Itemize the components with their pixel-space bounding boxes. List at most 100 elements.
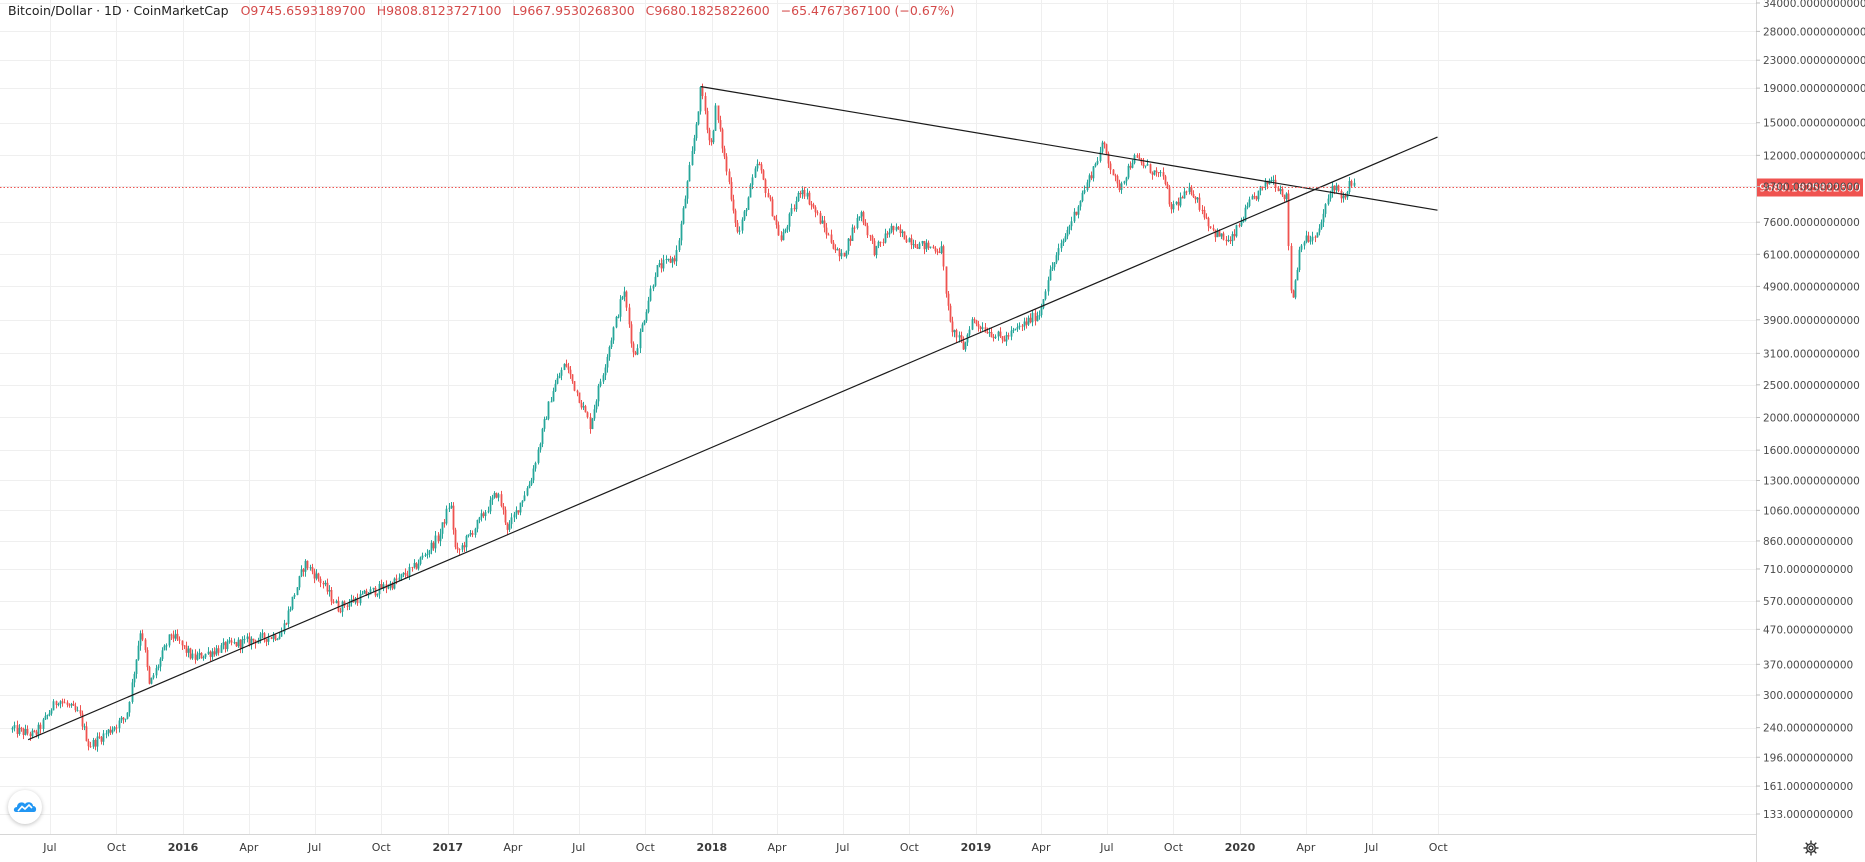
candle-body [706, 110, 709, 130]
price-axis-label: 1600.0000000000 [1763, 445, 1860, 457]
candle-body [971, 319, 974, 330]
candle-body [879, 241, 882, 243]
candle-body [641, 324, 644, 332]
candle [949, 303, 952, 323]
candle [152, 672, 155, 680]
candle-body [204, 653, 207, 658]
candle [691, 146, 694, 166]
candle-body [315, 573, 318, 579]
candle-body [832, 242, 835, 249]
candle [1257, 190, 1260, 202]
candle-body [1188, 187, 1191, 192]
candle-body [656, 265, 659, 277]
candle-body [495, 492, 498, 498]
candle-body [988, 332, 991, 334]
candle [762, 169, 765, 181]
candle [782, 228, 785, 241]
candle-body [1181, 197, 1184, 199]
candle-body [912, 244, 915, 246]
candle-body [380, 584, 383, 589]
candle-body [1090, 175, 1093, 179]
candle-body [1099, 151, 1102, 161]
candle [465, 534, 468, 552]
candle-body [1246, 205, 1249, 208]
candle [283, 619, 286, 635]
candle-body [510, 517, 513, 525]
candle [1014, 328, 1017, 331]
candle-body [1073, 211, 1076, 222]
candle-body [1248, 199, 1251, 206]
candle [639, 328, 642, 353]
trendline-drawings[interactable] [27, 86, 1438, 741]
candle-body [591, 418, 594, 430]
candle [70, 702, 73, 708]
candle-body [886, 233, 889, 235]
tradingview-logo[interactable] [8, 790, 42, 824]
candle [560, 367, 563, 381]
candle-body [1109, 163, 1112, 170]
candle-body [747, 197, 750, 210]
candle-body [434, 535, 437, 549]
candle [178, 636, 181, 644]
candle-body [363, 590, 366, 594]
candle-body [777, 224, 780, 236]
candle [280, 627, 283, 637]
candle-body [404, 572, 407, 576]
candle-body [346, 605, 349, 607]
price-axis[interactable]: 133.0000000000 161.0000000000 196.00000000… [1756, 0, 1865, 821]
candle [298, 575, 301, 591]
candle [1090, 171, 1093, 181]
candle-body [211, 651, 214, 657]
falling-resistance-trendline[interactable] [700, 86, 1438, 211]
candle-body [428, 550, 431, 554]
price-axis-label: 2000.0000000000 [1763, 412, 1860, 424]
candle-body [332, 601, 335, 604]
candle [743, 210, 746, 222]
chart-settings-button[interactable] [1803, 840, 1819, 856]
candle [196, 651, 199, 661]
candle [582, 401, 585, 411]
candle-body [181, 640, 184, 646]
time-axis[interactable]: Jul Oct 2016 Apr Jul Oct 2017 Apr Jul Oct 2018 Apr J… [42, 841, 1448, 854]
candle-body [1051, 267, 1054, 270]
candle-body [1129, 165, 1132, 168]
candle-body [280, 632, 283, 637]
candle [523, 491, 526, 502]
candle-body [595, 401, 598, 410]
candle [784, 228, 787, 234]
candle-body [1198, 197, 1201, 210]
candle-body [695, 124, 698, 139]
candle-body [61, 701, 64, 703]
candle [1307, 231, 1310, 243]
candle [869, 234, 872, 241]
candle-body [669, 258, 672, 263]
candle [11, 726, 14, 733]
candle-body [1146, 164, 1149, 166]
candle-body [367, 594, 370, 596]
candle-body [847, 238, 850, 252]
candle [469, 529, 472, 537]
candle-body [838, 249, 841, 257]
candle [847, 238, 850, 255]
candle-body [560, 369, 563, 376]
candle-body [1103, 142, 1106, 145]
candle [272, 631, 275, 643]
candle [89, 741, 92, 748]
last-price-label: 9680.1825822600 [1759, 182, 1860, 195]
candle-body [662, 259, 665, 269]
candle-body [513, 514, 516, 518]
candle [1007, 332, 1010, 340]
candle [1209, 226, 1212, 229]
candle [1077, 205, 1080, 219]
candle-body [940, 246, 943, 253]
candle-body [198, 652, 201, 656]
rising-support-trendline[interactable] [27, 136, 1438, 741]
candle-body [1047, 280, 1050, 292]
candle-body [135, 659, 138, 675]
symbol-title[interactable]: Bitcoin/Dollar · 1D · CoinMarketCap [8, 3, 229, 18]
candle-body [419, 557, 422, 565]
candle [445, 505, 448, 526]
candle [113, 726, 116, 732]
candle [1053, 262, 1056, 271]
